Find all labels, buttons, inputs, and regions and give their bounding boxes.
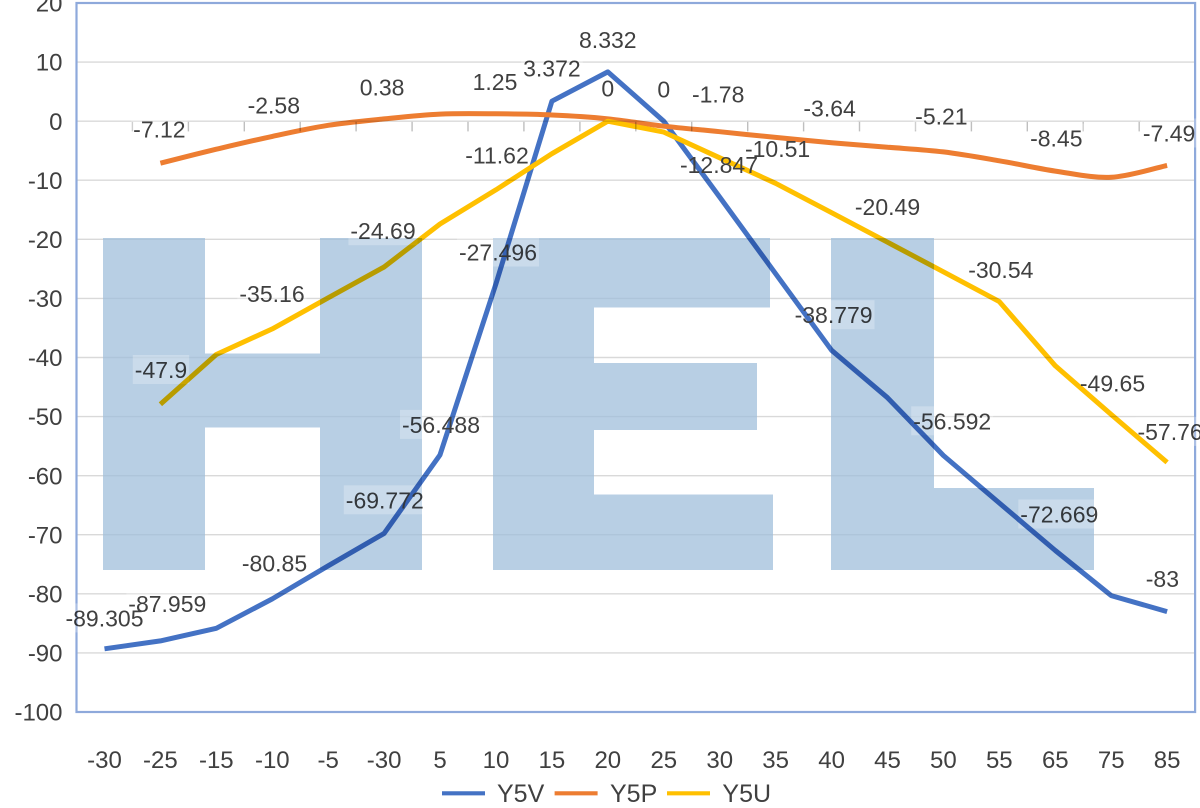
svg-text:20: 20 xyxy=(36,0,63,18)
svg-text:0: 0 xyxy=(49,109,62,136)
svg-text:85: 85 xyxy=(1154,747,1181,774)
svg-text:-30: -30 xyxy=(28,286,63,313)
svg-text:-10.51: -10.51 xyxy=(745,136,810,162)
svg-text:-7.49: -7.49 xyxy=(1143,121,1195,147)
svg-text:-30: -30 xyxy=(87,747,122,774)
svg-text:5: 5 xyxy=(433,747,446,774)
svg-text:-83: -83 xyxy=(1146,566,1179,592)
svg-text:-15: -15 xyxy=(199,747,234,774)
svg-text:50: 50 xyxy=(930,747,957,774)
svg-text:-80.85: -80.85 xyxy=(242,551,307,577)
svg-text:65: 65 xyxy=(1042,747,1069,774)
svg-text:-12.847: -12.847 xyxy=(680,152,758,178)
svg-text:Y5U: Y5U xyxy=(722,780,771,808)
svg-text:-90: -90 xyxy=(28,641,63,668)
svg-text:-49.65: -49.65 xyxy=(1080,371,1145,397)
svg-text:-89.305: -89.305 xyxy=(65,605,143,631)
svg-text:-35.16: -35.16 xyxy=(239,281,304,307)
svg-text:-10: -10 xyxy=(28,168,63,195)
svg-text:-5.21: -5.21 xyxy=(915,103,967,129)
svg-text:45: 45 xyxy=(874,747,901,774)
svg-text:-57.76: -57.76 xyxy=(1137,419,1200,445)
svg-text:75: 75 xyxy=(1098,747,1125,774)
svg-text:Y5V: Y5V xyxy=(497,780,545,808)
svg-text:-8.45: -8.45 xyxy=(1030,126,1082,152)
svg-text:Y5P: Y5P xyxy=(610,780,657,808)
svg-text:-5: -5 xyxy=(318,747,339,774)
svg-text:-80: -80 xyxy=(28,581,63,608)
svg-text:-38.779: -38.779 xyxy=(795,302,873,328)
svg-text:-20: -20 xyxy=(28,227,63,254)
svg-text:3.372: 3.372 xyxy=(523,56,581,82)
svg-text:-2.58: -2.58 xyxy=(248,92,300,118)
svg-text:0: 0 xyxy=(601,76,614,102)
svg-text:-56.488: -56.488 xyxy=(402,412,480,438)
svg-text:-1.78: -1.78 xyxy=(692,82,744,108)
svg-text:40: 40 xyxy=(818,747,845,774)
svg-text:-30.54: -30.54 xyxy=(968,257,1033,283)
svg-text:1.25: 1.25 xyxy=(473,69,518,95)
svg-text:-20.49: -20.49 xyxy=(855,194,920,220)
svg-text:-70: -70 xyxy=(28,522,63,549)
svg-text:-27.496: -27.496 xyxy=(459,240,537,266)
svg-text:-3.64: -3.64 xyxy=(803,96,856,122)
svg-text:-40: -40 xyxy=(28,345,63,372)
svg-text:-25: -25 xyxy=(143,747,178,774)
svg-text:-69.772: -69.772 xyxy=(346,487,424,513)
svg-text:-72.669: -72.669 xyxy=(1020,502,1098,528)
svg-text:8.332: 8.332 xyxy=(579,27,637,53)
svg-text:-100: -100 xyxy=(14,700,62,727)
svg-text:-7.12: -7.12 xyxy=(133,117,185,143)
svg-text:-60: -60 xyxy=(28,463,63,490)
svg-text:20: 20 xyxy=(594,747,621,774)
svg-text:-10: -10 xyxy=(255,747,290,774)
svg-text:-11.62: -11.62 xyxy=(465,143,529,169)
svg-text:55: 55 xyxy=(986,747,1013,774)
svg-text:30: 30 xyxy=(706,747,733,774)
svg-text:10: 10 xyxy=(36,50,63,77)
svg-text:-24.69: -24.69 xyxy=(350,218,415,244)
svg-text:10: 10 xyxy=(483,747,510,774)
svg-text:25: 25 xyxy=(650,747,677,774)
svg-text:0.38: 0.38 xyxy=(360,74,405,100)
svg-text:15: 15 xyxy=(539,747,566,774)
svg-text:-47.9: -47.9 xyxy=(135,357,187,383)
svg-text:0: 0 xyxy=(657,77,670,103)
svg-text:-56.592: -56.592 xyxy=(913,408,991,434)
svg-text:-87.959: -87.959 xyxy=(128,591,206,617)
svg-text:-30: -30 xyxy=(367,747,402,774)
svg-text:35: 35 xyxy=(762,747,789,774)
svg-text:-50: -50 xyxy=(28,404,63,431)
